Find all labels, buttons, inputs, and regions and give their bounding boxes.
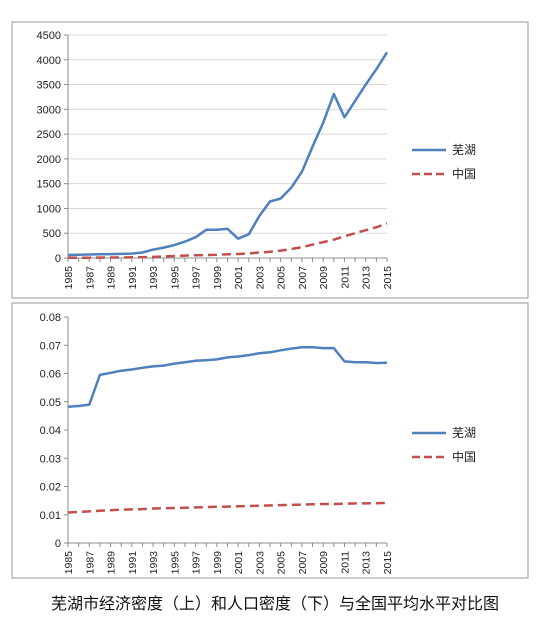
top-xtick-label: 1995 (169, 266, 181, 290)
top-xtick-label: 2009 (318, 266, 330, 290)
bottom-xtick-label: 2011 (339, 551, 351, 574)
top-xtick-label: 1991 (127, 266, 139, 290)
top-xtick-label: 2005 (276, 266, 288, 290)
top-series-wuhu-line (67, 51, 389, 257)
bottom-xtick-label: 2003 (254, 551, 266, 575)
bottom-xtick-label: 1997 (191, 551, 203, 575)
population-density-chart-svg: 0 0.01 0.02 0.03 0.04 0.05 0.06 0.07 0.08 1985 198… (11, 302, 529, 579)
top-xtick-label: 1989 (106, 266, 118, 290)
legend-label-wuhu: 芜湖 (452, 142, 476, 157)
bottom-ytick-label: 0.03 (40, 453, 61, 465)
bottom-xtick-label: 2007 (297, 551, 309, 575)
bottom-ytick-label: 0.08 (40, 312, 61, 324)
top-series-china-line (67, 222, 388, 260)
top-xtick-label: 2011 (339, 266, 351, 289)
top-ytick-label: 3500 (37, 80, 61, 92)
top-ytick-label: 4500 (37, 30, 61, 42)
top-ytick-label: 2000 (37, 154, 61, 166)
top-xtick-label: 1999 (212, 266, 224, 290)
top-frame (11, 21, 529, 299)
bottom-xtick-label: 2015 (382, 551, 394, 575)
bottom-xtick-label: 1995 (169, 551, 181, 575)
bottom-ytick-label: 0.02 (40, 482, 61, 494)
bottom-xtick-label: 1985 (63, 551, 75, 575)
population-density-chart: 0 0.01 0.02 0.03 0.04 0.05 0.06 0.07 0.08 1985 198… (0, 302, 550, 580)
top-ytick-label: 4000 (37, 55, 61, 67)
bottom-ytick-label: 0 (55, 538, 61, 550)
top-ytick-label: 3000 (37, 104, 61, 116)
top-xtick-label: 1993 (148, 266, 160, 290)
top-xtick-label: 2015 (382, 266, 394, 290)
bottom-xtick-label: 2001 (233, 551, 245, 575)
bottom-xtick-label: 1999 (212, 551, 224, 575)
economic-density-chart: 0 500 1000 1500 2000 2500 3000 3500 4000 4500 1985… (0, 0, 550, 300)
top-xtick-label: 2003 (254, 266, 266, 290)
top-xtick-label: 1987 (84, 266, 96, 290)
top-ytick-label: 2500 (37, 129, 61, 141)
bottom-xtick-label: 2005 (276, 551, 288, 575)
bottom-xtick-label: 1989 (106, 551, 118, 575)
bottom-xtick-label: 1987 (84, 551, 96, 575)
bottom-ytick-label: 0.07 (40, 340, 61, 352)
bottom-xtick-label: 2009 (318, 551, 330, 575)
legend-label-china: 中国 (452, 449, 476, 464)
top-xtick-label: 2013 (361, 266, 373, 290)
top-xtick-label: 2001 (233, 266, 245, 290)
top-ytick-label: 1500 (37, 179, 61, 191)
top-ytick-label: 1000 (37, 203, 61, 215)
bottom-xtick-label: 2013 (361, 551, 373, 575)
bottom-ytick-label: 0.01 (40, 510, 61, 522)
legend-label-wuhu: 芜湖 (452, 425, 476, 440)
top-ytick-label: 500 (43, 228, 61, 240)
figure-caption: 芜湖市经济密度（上）和人口密度（下）与全国平均水平对比图 (50, 594, 499, 613)
bottom-xtick-label: 1993 (148, 551, 160, 575)
top-ytick-label: 0 (55, 253, 61, 265)
bottom-ytick-label: 0.04 (40, 425, 61, 437)
top-xtick-label: 1997 (191, 266, 203, 290)
top-xtick-label: 1985 (63, 266, 75, 290)
legend-label-china: 中国 (452, 166, 476, 181)
bottom-ytick-label: 0.05 (40, 397, 61, 409)
bottom-ytick-label: 0.06 (40, 369, 61, 381)
bottom-series-wuhu-line (67, 345, 388, 409)
bottom-frame (11, 302, 529, 579)
bottom-xtick-label: 1991 (127, 551, 139, 575)
top-xtick-label: 2007 (297, 266, 309, 290)
economic-density-chart-svg: 0 500 1000 1500 2000 2500 3000 3500 4000 4500 1985… (11, 21, 529, 299)
bottom-series-china-line (67, 501, 388, 514)
